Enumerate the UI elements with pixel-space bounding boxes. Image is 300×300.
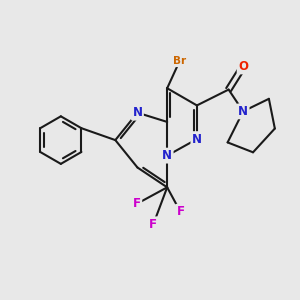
Text: F: F [176,205,184,218]
Text: O: O [238,60,248,73]
Text: N: N [162,149,172,162]
Text: N: N [238,105,248,118]
Text: N: N [192,133,202,146]
Text: Br: Br [173,56,186,66]
Text: F: F [133,197,141,210]
Text: F: F [149,218,157,231]
Text: N: N [133,106,142,119]
